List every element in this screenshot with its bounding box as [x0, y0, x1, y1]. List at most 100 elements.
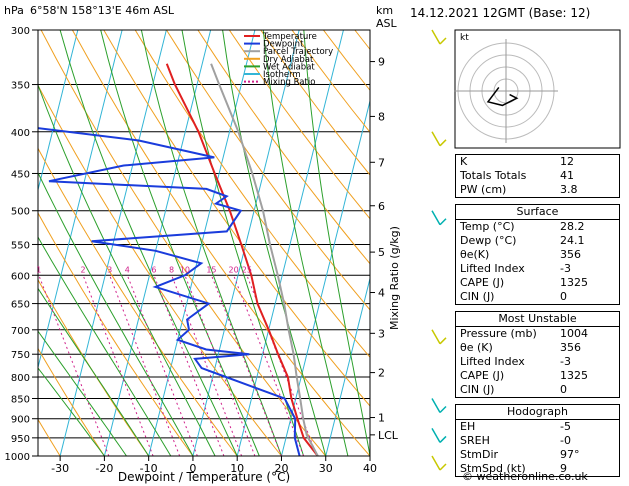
wet-adiabat [38, 367, 105, 456]
p-tick-label: 900 [11, 415, 30, 426]
x-tick-label: 30 [319, 462, 333, 475]
dry-adiabat [38, 212, 194, 456]
most-unstable-row: Pressure (mb) 1004 [456, 327, 619, 341]
km-axis-title: km [376, 4, 393, 17]
surface-label: Lifted Index [460, 262, 525, 275]
wind-barb [431, 329, 441, 345]
most-unstable-value: 1325 [560, 369, 588, 382]
surface-row: Dewp (°C) 24.1 [456, 234, 619, 248]
hodograph-frame [454, 29, 621, 149]
index-row: K 12 [456, 155, 619, 169]
wet-adiabat [38, 83, 216, 456]
most-unstable-value: 356 [560, 341, 581, 354]
p-tick-label: 350 [11, 81, 30, 92]
mixing-ratio-label: 25 [242, 265, 252, 274]
wind-barb-flag [439, 435, 447, 443]
wind-barb [431, 131, 441, 147]
wet-adiabat [303, 30, 370, 456]
hodograph-index-row: StmDir 97° [456, 448, 619, 462]
most-unstable-box: Most Unstable Pressure (mb) 1004 θe (K) 356… [455, 311, 620, 398]
dry-adiabat [134, 30, 370, 359]
most-unstable-row: θe (K) 356 [456, 341, 619, 355]
asl-axis-title: ASL [376, 17, 398, 30]
km-tick-label: 7 [378, 156, 385, 169]
surface-value: 24.1 [560, 234, 585, 247]
location-label: 6°58'N 158°13'E 46m ASL [30, 4, 175, 17]
p-tick-label: 700 [11, 326, 30, 337]
index-value: 3.8 [560, 183, 578, 196]
dry-adiabat [38, 84, 282, 456]
legend-label: Temperature [262, 32, 317, 42]
x-tick-label: 10 [230, 462, 244, 475]
most-unstable-row: Lifted Index -3 [456, 355, 619, 369]
x-tick-label: 0 [189, 462, 196, 475]
most-unstable-label: θe (K) [460, 341, 493, 354]
dry-adiabat [197, 30, 370, 265]
axes: 3003504004505005506006507007508008509009… [4, 4, 401, 484]
index-value: 12 [560, 155, 574, 168]
wind-barb-flag [439, 139, 447, 147]
hodograph-box: Hodograph EH -5 SREH -0 StmDir 97° StmSpd (kt)… [455, 404, 620, 477]
series-parcel-trajectory [210, 63, 319, 456]
most-unstable-title: Most Unstable [456, 312, 619, 327]
hodograph-index-value: 97° [560, 448, 580, 461]
km-tick-label: 2 [378, 367, 385, 380]
series-dewpoint [38, 127, 301, 456]
km-tick-label: 4 [378, 287, 385, 300]
wind-barb-flag [439, 463, 447, 471]
dry-adiabat [38, 347, 105, 456]
wind-barb-flag [439, 37, 447, 45]
wet-adiabat [38, 236, 172, 456]
surface-label: Dewp (°C) [460, 234, 517, 247]
wind-barb [431, 29, 441, 45]
surface-value: 356 [560, 248, 581, 261]
p-tick-label: 950 [11, 434, 30, 445]
background-lines [38, 30, 370, 456]
mixing-ratio-line [109, 275, 181, 456]
most-unstable-value: 0 [560, 383, 567, 396]
most-unstable-label: CAPE (J) [460, 369, 505, 382]
wind-barb-flag [439, 218, 447, 226]
hodograph-index-label: StmSpd (kt) [460, 462, 526, 475]
x-tick-label: -10 [140, 462, 158, 475]
surface-label: θe(K) [460, 248, 490, 261]
surface-label: CIN (J) [460, 290, 495, 303]
surface-row: Lifted Index -3 [456, 262, 619, 276]
dry-adiabat [38, 147, 238, 456]
p-tick-label: 850 [11, 394, 30, 405]
dry-adiabat [103, 30, 370, 407]
index-label: PW (cm) [460, 183, 507, 196]
km-tick-label: 1 [378, 412, 385, 425]
wind-barb [431, 455, 441, 471]
wind-barbs [431, 29, 447, 471]
surface-value: 0 [560, 290, 567, 303]
surface-box: Surface Temp (°C) 28.2 Dewp (°C) 24.1 θe(K) 3… [455, 204, 620, 305]
dry-adiabat [71, 30, 370, 456]
isotherm-line [38, 30, 79, 192]
p-tick-label: 750 [11, 350, 30, 361]
index-label: K [460, 155, 468, 168]
dry-adiabat [38, 278, 150, 456]
mixing-ratio-line [171, 275, 243, 456]
hodograph-index-row: EH -5 [456, 420, 619, 434]
hodograph-title: Hodograph [456, 405, 619, 420]
wet-adiabat [140, 30, 282, 456]
wet-adiabat [38, 171, 194, 456]
x-tick-label: 20 [274, 462, 288, 475]
hodograph-index-row: SREH -0 [456, 434, 619, 448]
profiles [38, 63, 319, 456]
x-tick-label: 40 [363, 462, 377, 475]
most-unstable-value: 1004 [560, 327, 588, 340]
isotherm-line [192, 30, 300, 456]
credit-label: © weatheronline.co.uk [462, 470, 588, 483]
wind-barb [431, 428, 441, 443]
km-tick-label: 5 [378, 246, 385, 259]
km-tick-label: LCL [378, 429, 399, 442]
dry-adiabat [228, 30, 370, 220]
wind-barb [431, 398, 441, 413]
hodograph-trace [486, 86, 519, 107]
hodograph-index-row: StmSpd (kt) 9 [456, 462, 619, 476]
mixing-ratio-label: 20 [228, 265, 238, 274]
